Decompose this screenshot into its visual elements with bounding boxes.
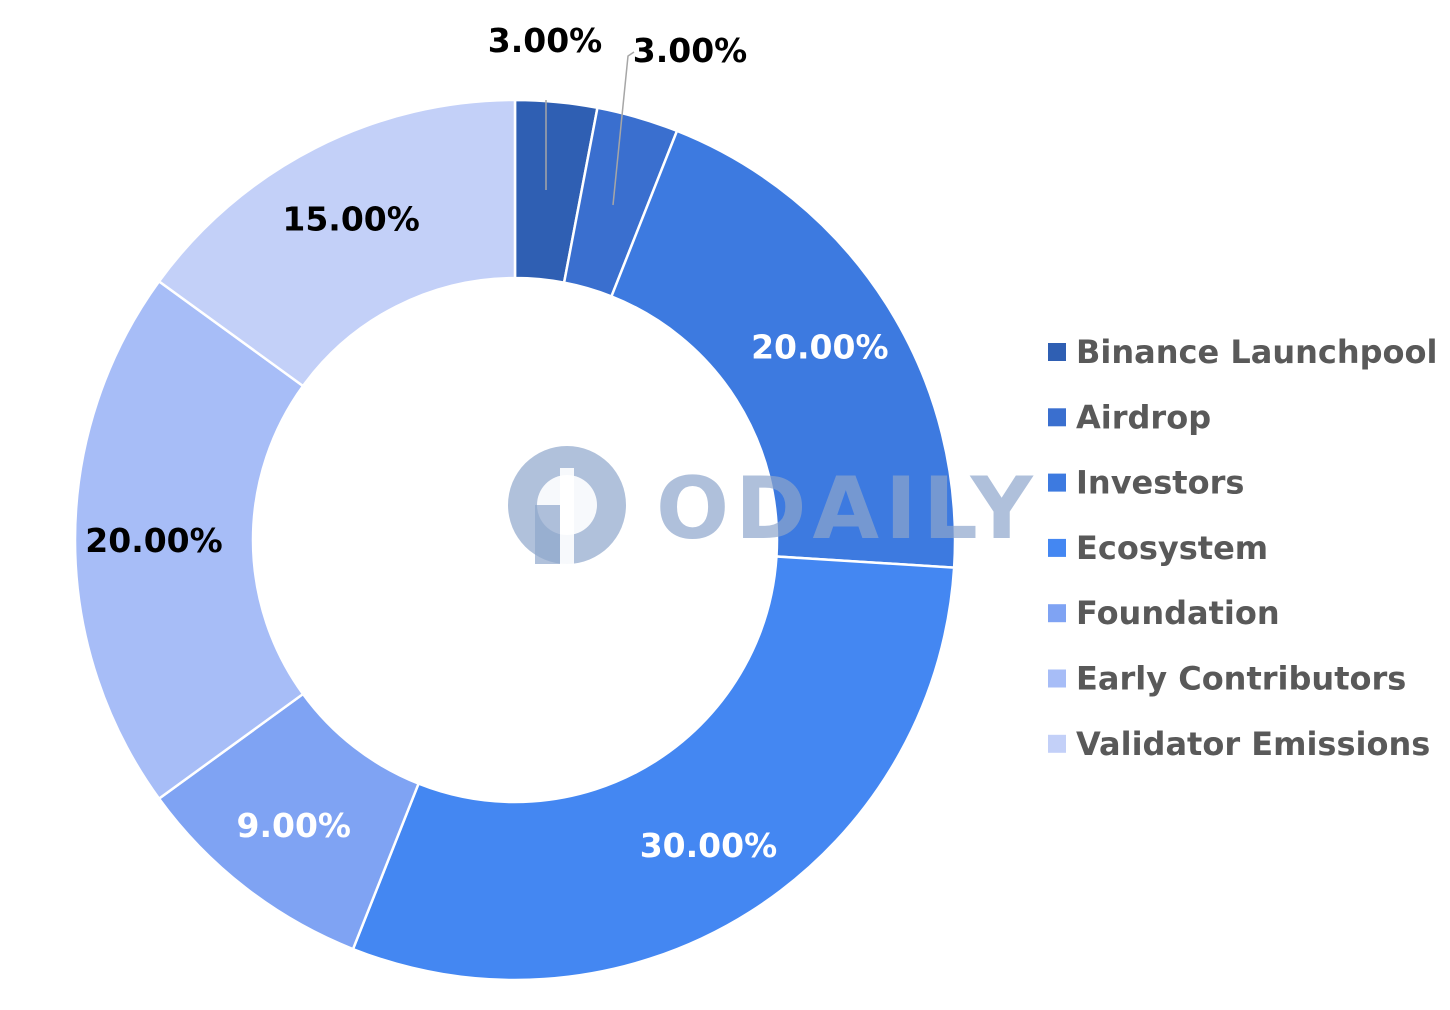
- legend-label: Airdrop: [1076, 398, 1211, 436]
- data-label-airdrop: 3.00%: [633, 31, 748, 70]
- data-labels: 3.00% 3.00% 20.00% 30.00% 9.00% 20.00% 15.00%: [85, 21, 888, 865]
- data-label-investors: 20.00%: [751, 328, 888, 367]
- watermark-text: ODAILY: [656, 459, 1039, 559]
- legend-swatch: [1048, 343, 1066, 361]
- donut-slices: [73, 98, 957, 982]
- legend: Binance Launchpool Airdrop Investors Ecosys…: [1048, 333, 1437, 763]
- legend-label: Binance Launchpool: [1076, 333, 1437, 371]
- data-label-ecosystem: 30.00%: [640, 826, 777, 865]
- legend-swatch: [1048, 669, 1066, 688]
- legend-item: Early Contributors: [1048, 660, 1406, 698]
- legend-item: Investors: [1048, 464, 1244, 502]
- legend-label: Foundation: [1076, 594, 1280, 632]
- data-label-validator-emissions: 15.00%: [282, 199, 419, 238]
- watermark: ODAILY: [508, 446, 1039, 564]
- slice-early-contributors: [73, 279, 305, 801]
- legend-swatch: [1048, 538, 1066, 557]
- data-label-early-contributors: 20.00%: [85, 521, 222, 560]
- legend-item: Binance Launchpool: [1048, 333, 1437, 371]
- slice-ecosystem: [351, 555, 956, 982]
- legend-item: Airdrop: [1048, 398, 1211, 436]
- legend-label: Validator Emissions: [1076, 725, 1430, 763]
- odaily-logo-icon: [508, 446, 626, 564]
- legend-swatch: [1048, 408, 1066, 427]
- legend-label: Early Contributors: [1076, 660, 1406, 698]
- data-label-binance-launchpool: 3.00%: [488, 21, 603, 60]
- legend-label: Ecosystem: [1076, 529, 1268, 567]
- data-label-foundation: 9.00%: [236, 806, 351, 845]
- legend-item: Foundation: [1048, 594, 1280, 632]
- legend-swatch: [1048, 734, 1066, 753]
- legend-item: Validator Emissions: [1048, 725, 1430, 763]
- legend-item: Ecosystem: [1048, 529, 1268, 567]
- slice-validator-emissions: [157, 98, 517, 388]
- slice-investors: [609, 129, 957, 569]
- legend-swatch: [1048, 473, 1066, 492]
- legend-label: Investors: [1076, 464, 1244, 502]
- leader-line: [612, 51, 635, 206]
- legend-swatch: [1048, 604, 1066, 623]
